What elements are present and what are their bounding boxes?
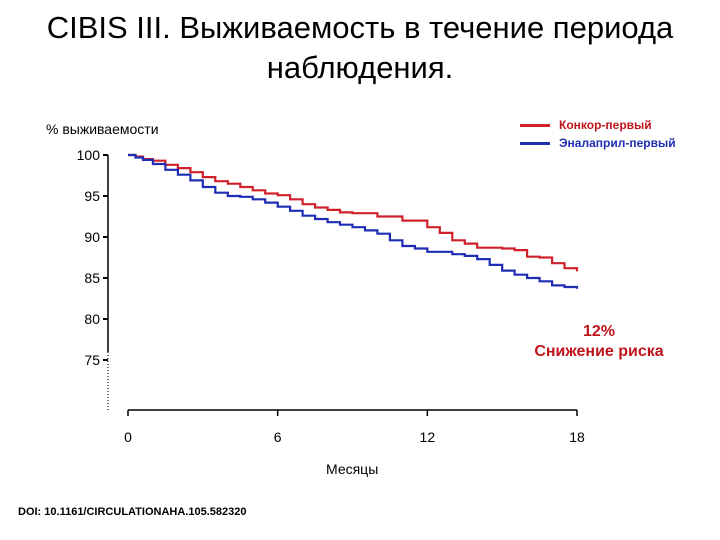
x-tick-label-12: 12 bbox=[420, 429, 436, 445]
legend-label-concor: Конкор-первый bbox=[559, 118, 652, 132]
y-tick-label-100: 100 bbox=[77, 147, 101, 163]
y-tick-label-85: 85 bbox=[84, 270, 100, 286]
legend-label-enalapril: Эналаприл-первый bbox=[559, 136, 676, 150]
y-tick-label-90: 90 bbox=[84, 229, 100, 245]
y-axis-label: % выживаемости bbox=[46, 121, 159, 137]
x-axis-label: Месяцы bbox=[326, 461, 379, 477]
x-tick-label-0: 0 bbox=[124, 429, 132, 445]
y-tick-label-75: 75 bbox=[84, 352, 100, 368]
legend-item-concor: Конкор-первый bbox=[520, 116, 676, 134]
chart-title: CIBIS III. Выживаемость в течение период… bbox=[0, 8, 720, 88]
y-tick-label-95: 95 bbox=[84, 188, 100, 204]
chart-title-line-1: CIBIS III. Выживаемость в течение период… bbox=[46, 10, 674, 45]
legend-item-enalapril: Эналаприл-первый bbox=[520, 134, 676, 152]
doi-reference: DOI: 10.1161/CIRCULATIONAHA.105.582320 bbox=[18, 506, 247, 518]
x-tick-label-6: 6 bbox=[274, 429, 282, 445]
risk-reduction-text: Снижение риска bbox=[534, 343, 664, 360]
x-tick-label-18: 18 bbox=[569, 429, 585, 445]
risk-reduction-annotation: 12% Снижение риска bbox=[520, 322, 678, 362]
legend-swatch-concor bbox=[520, 123, 550, 127]
legend: Конкор-первый Эналаприл-первый bbox=[520, 116, 676, 152]
legend-swatch-enalapril bbox=[520, 141, 550, 145]
chart-title-line-2: наблюдения. bbox=[266, 50, 454, 85]
concor-first-curve bbox=[128, 153, 579, 272]
enalapril-first-curve bbox=[128, 153, 579, 289]
y-tick-label-80: 80 bbox=[84, 311, 100, 327]
risk-reduction-value: 12% bbox=[582, 323, 616, 340]
